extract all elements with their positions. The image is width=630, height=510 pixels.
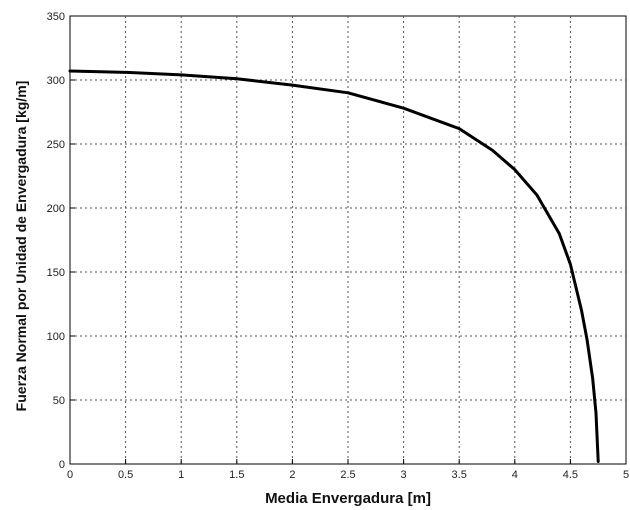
y-tick-label: 350 bbox=[47, 11, 65, 23]
x-tick-label: 2 bbox=[289, 469, 295, 481]
y-tick-label: 250 bbox=[47, 139, 65, 151]
series-line bbox=[68, 69, 600, 463]
y-axis-label: Fuerza Normal por Unidad de Envergadura … bbox=[13, 81, 29, 412]
x-tick-label: 4.5 bbox=[563, 469, 578, 481]
y-tick-label: 100 bbox=[47, 331, 65, 343]
x-tick-label: 4 bbox=[512, 469, 518, 481]
x-tick-label: 1.5 bbox=[229, 469, 244, 481]
y-tick-label: 300 bbox=[47, 75, 65, 87]
ticks: 0 0.5 1 1.5 2 2.5 3 3.5 4 4.5 50501001502002503003… bbox=[47, 11, 629, 481]
x-axis-label: Media Envergadura [m] bbox=[265, 490, 431, 507]
x-tick-label: 3 bbox=[401, 469, 407, 481]
plot-area bbox=[69, 15, 627, 465]
y-tick-label: 0 bbox=[59, 459, 65, 471]
y-tick-label: 200 bbox=[47, 203, 65, 215]
x-tick-label: 5 bbox=[623, 469, 629, 481]
x-tick-label: 0 bbox=[67, 469, 73, 481]
x-tick-label: 0.5 bbox=[118, 469, 133, 481]
x-tick-label: 1 bbox=[178, 469, 184, 481]
x-tick-label: 2.5 bbox=[340, 469, 355, 481]
x-tick-label: 3.5 bbox=[452, 469, 467, 481]
series-lines bbox=[68, 69, 600, 463]
y-tick-label: 150 bbox=[47, 267, 65, 279]
y-tick-label: 50 bbox=[53, 395, 65, 407]
